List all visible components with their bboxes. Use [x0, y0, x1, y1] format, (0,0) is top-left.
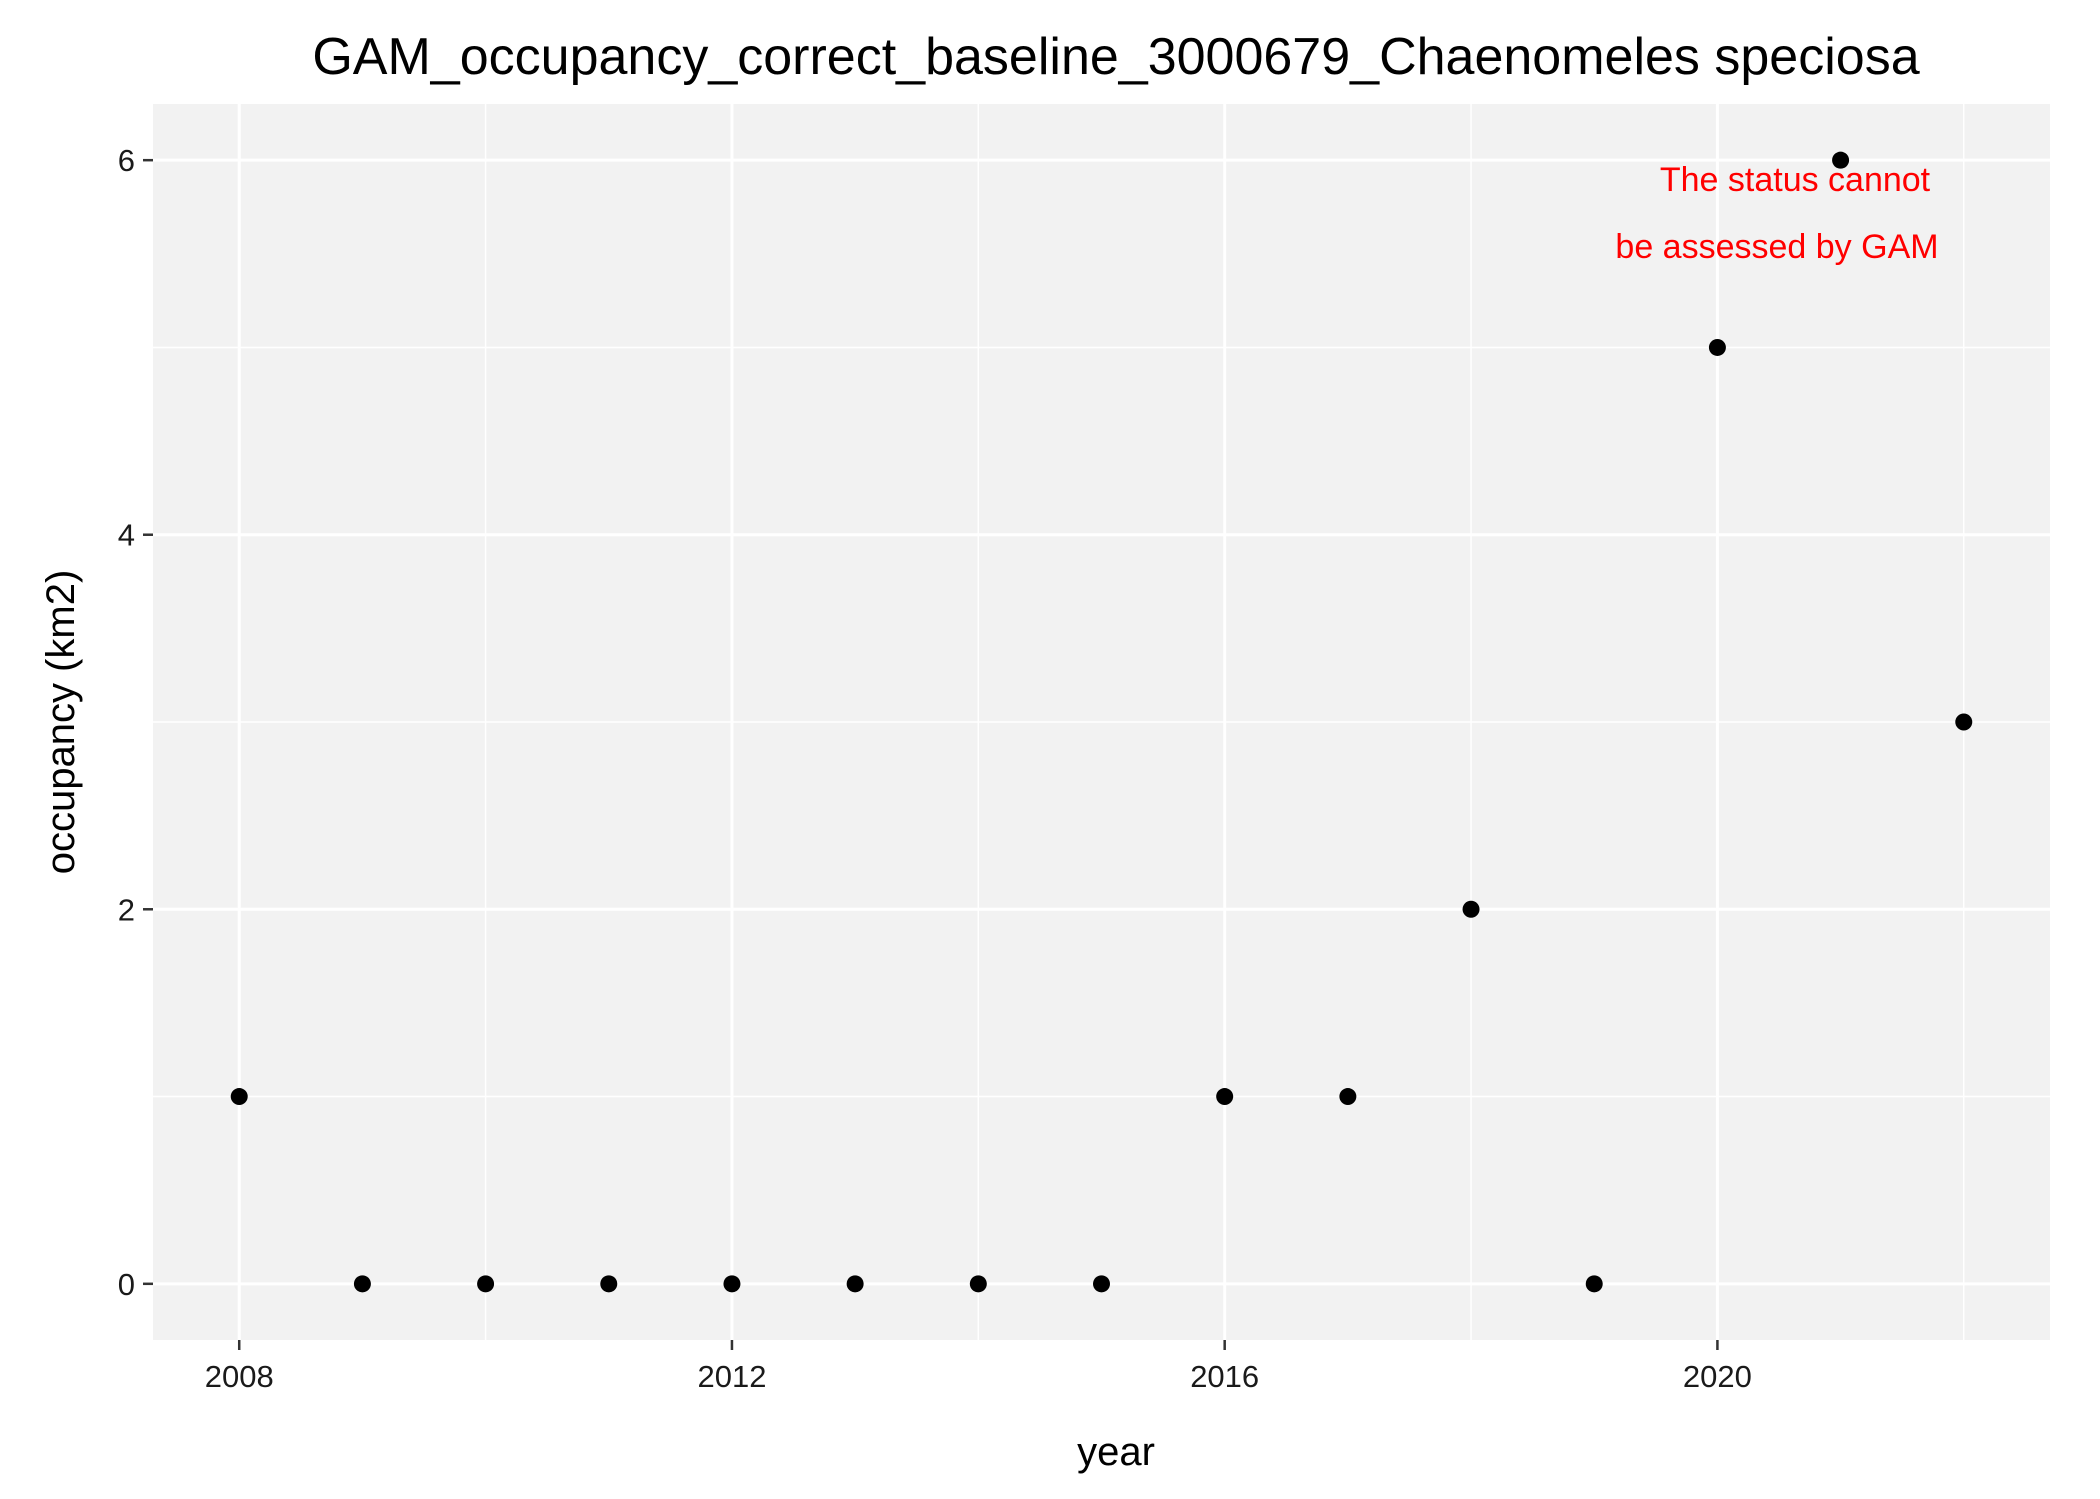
chart-title: GAM_occupancy_correct_baseline_3000679_C…	[312, 28, 1919, 86]
data-point	[969, 1275, 987, 1293]
grid-minor	[153, 104, 2050, 1340]
grid-major	[153, 104, 2050, 1340]
y-axis: 0 2 4 6	[118, 143, 153, 1302]
data-point	[477, 1275, 495, 1293]
data-point	[353, 1275, 371, 1293]
y-tick-label: 2	[118, 892, 135, 927]
x-tick-label: 2008	[205, 1359, 274, 1394]
data-point	[1093, 1275, 1110, 1293]
x-tick-label: 2016	[1190, 1359, 1259, 1394]
y-axis-title: occupancy (km2)	[39, 570, 83, 875]
y-tick-label: 0	[118, 1267, 135, 1302]
data-point	[600, 1275, 618, 1293]
data-point	[1339, 1088, 1357, 1106]
annotation: The status cannot be assessed by GAM	[1615, 161, 1938, 266]
annotation-line-1: The status cannot	[1660, 161, 1931, 199]
x-tick-label: 2012	[697, 1359, 766, 1394]
annotation-line-2: be assessed by GAM	[1615, 228, 1938, 266]
data-point	[1832, 151, 1850, 169]
data-point	[846, 1275, 864, 1293]
x-axis: 2008 2012 2016 2020	[205, 1340, 1752, 1394]
data-point	[723, 1275, 741, 1293]
data-point	[1955, 713, 1973, 731]
data-point	[1585, 1275, 1603, 1293]
data-point	[230, 1088, 248, 1106]
x-axis-title: year	[1077, 1430, 1155, 1474]
data-points	[230, 151, 1973, 1293]
x-tick-label: 2020	[1683, 1359, 1752, 1394]
y-tick-label: 4	[118, 518, 135, 553]
data-point	[1708, 338, 1726, 356]
data-point	[1216, 1088, 1234, 1106]
data-point	[1462, 900, 1480, 918]
y-tick-label: 6	[118, 143, 135, 178]
